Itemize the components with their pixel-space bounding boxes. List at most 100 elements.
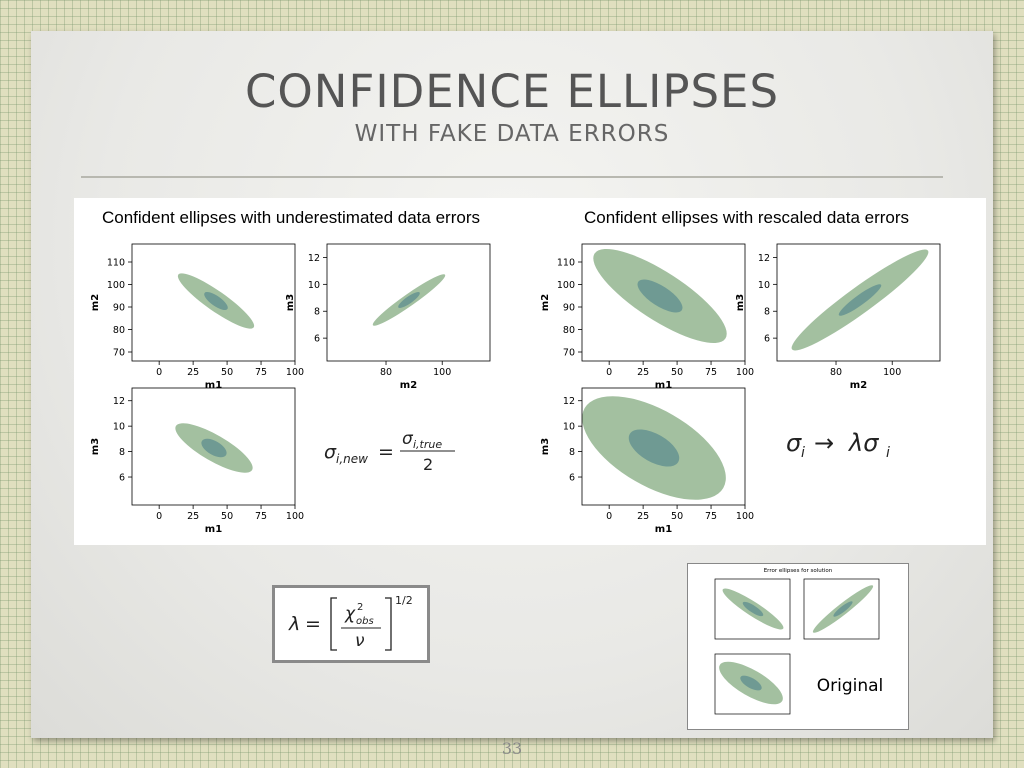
axes-frame [776, 243, 941, 362]
svg-text:χ: χ [344, 604, 356, 624]
title-divider [81, 176, 943, 178]
x-tick-label: 80 [380, 367, 392, 378]
slide-title: CONFIDENCE ELLIPSES [244, 65, 780, 118]
x-tick-label: 25 [187, 511, 199, 522]
x-tick-label: 0 [606, 511, 612, 522]
ellipse-group [177, 273, 255, 329]
y-tick-label: 6 [119, 473, 125, 484]
y-tick-label: 8 [764, 307, 770, 318]
svg-text:obs: obs [356, 616, 374, 627]
plot-right-bottom-left: 0 25 50 75 100 6 8 10 12 m1 m3 [540, 387, 754, 535]
plot-left-top-right: 80 100 6 8 10 12 m2 m3 [285, 243, 491, 391]
x-tick-label: 100 [883, 367, 901, 378]
y-tick-label: 12 [563, 396, 575, 407]
x-axis-label: m1 [655, 524, 672, 535]
y-tick-label: 110 [107, 258, 125, 269]
x-axis-label: m1 [205, 524, 222, 535]
y-tick-label: 110 [557, 258, 575, 269]
mini-inner-ellipse [742, 601, 764, 617]
y-axis-label: m3 [285, 294, 296, 311]
axes-frame [131, 243, 296, 362]
ellipse-group [372, 274, 446, 326]
x-tick-label: 25 [637, 367, 649, 378]
svg-text:ν: ν [355, 631, 365, 651]
ellipse-group [593, 248, 727, 344]
x-tick-label: 50 [221, 367, 233, 378]
y-axis-label: m3 [735, 294, 746, 311]
y-tick-label: 80 [113, 325, 125, 336]
original-label: Original [817, 676, 884, 696]
svg-text:→: → [814, 429, 834, 457]
mini-inner-ellipse [833, 601, 853, 617]
x-axis-label: m2 [850, 380, 867, 391]
slide: CONFIDENCE ELLIPSES WITH FAKE DATA ERROR… [31, 31, 993, 758]
inner-confidence-ellipse [637, 279, 683, 313]
svg-text:σ: σ [324, 441, 337, 463]
y-tick-label: 100 [107, 280, 125, 291]
ellipse-group [175, 423, 253, 473]
svg-text:2: 2 [357, 602, 363, 613]
y-tick-label: 70 [113, 348, 125, 359]
y-tick-label: 10 [113, 422, 125, 433]
plot-right-top-right: 80 100 6 8 10 12 m2 m3 [735, 243, 941, 391]
x-tick-label: 0 [156, 511, 162, 522]
lambda-formula: λ = χ 2 obs ν 1/2 [288, 594, 413, 651]
x-tick-label: 25 [637, 511, 649, 522]
x-tick-label: 50 [221, 511, 233, 522]
x-axis-label: m1 [205, 380, 222, 391]
y-axis-label: m3 [90, 438, 101, 455]
y-axis-label: m3 [540, 438, 551, 455]
inner-confidence-ellipse [398, 292, 420, 308]
plot-right-top-left: 0 25 50 75 100 70 80 90 100 110 m1 m2 [540, 243, 754, 391]
slide-subtitle: WITH FAKE DATA ERRORS [354, 121, 670, 147]
svg-text:2: 2 [423, 455, 433, 474]
y-axis-label: m2 [90, 294, 101, 311]
left-formula: σ i,new = σ i,true 2 [324, 429, 455, 474]
x-tick-label: 0 [606, 367, 612, 378]
inner-confidence-ellipse [201, 438, 227, 458]
y-tick-label: 6 [314, 334, 320, 345]
original-thumbnail-svg: Error ellipses for solution Original [714, 568, 884, 715]
inner-confidence-ellipse [628, 429, 680, 467]
svg-text:i: i [801, 445, 805, 461]
y-axis-label: m2 [540, 294, 551, 311]
y-tick-label: 10 [758, 280, 770, 291]
inner-confidence-ellipse [838, 284, 882, 316]
ellipse-group [582, 396, 726, 500]
plot-left-bottom-left: 0 25 50 75 100 6 8 10 12 m1 m3 [90, 387, 304, 535]
left-panel-title: Confident ellipses with underestimated d… [102, 208, 480, 227]
svg-text:i,true: i,true [413, 438, 442, 451]
x-tick-label: 100 [433, 367, 451, 378]
y-tick-label: 12 [758, 253, 770, 264]
svg-text:λσ: λσ [847, 429, 879, 457]
x-tick-label: 100 [286, 367, 304, 378]
y-tick-label: 90 [113, 303, 125, 314]
y-tick-label: 8 [569, 447, 575, 458]
figure-panel: Confident ellipses with underestimated d… [74, 198, 986, 545]
y-tick-label: 10 [308, 280, 320, 291]
lambda-formula-box: λ = χ 2 obs ν 1/2 [272, 585, 430, 663]
original-title: Error ellipses for solution [764, 568, 833, 574]
y-tick-label: 10 [563, 422, 575, 433]
y-tick-label: 8 [119, 447, 125, 458]
y-tick-label: 6 [764, 334, 770, 345]
inner-confidence-ellipse [204, 291, 228, 311]
axes-frame [581, 387, 746, 506]
y-tick-label: 100 [557, 280, 575, 291]
svg-text:i,new: i,new [336, 452, 368, 466]
x-tick-label: 75 [705, 511, 717, 522]
y-tick-label: 12 [113, 396, 125, 407]
x-tick-label: 75 [255, 367, 267, 378]
y-tick-label: 70 [563, 348, 575, 359]
y-tick-label: 90 [563, 303, 575, 314]
original-thumbnail: Error ellipses for solution Original [687, 563, 909, 730]
svg-text:=: = [378, 441, 394, 463]
y-tick-label: 12 [308, 253, 320, 264]
x-tick-label: 0 [156, 367, 162, 378]
axes-frame [326, 243, 491, 362]
y-tick-label: 8 [314, 307, 320, 318]
slide-number: 33 [501, 739, 523, 758]
axes-frame [131, 387, 296, 506]
